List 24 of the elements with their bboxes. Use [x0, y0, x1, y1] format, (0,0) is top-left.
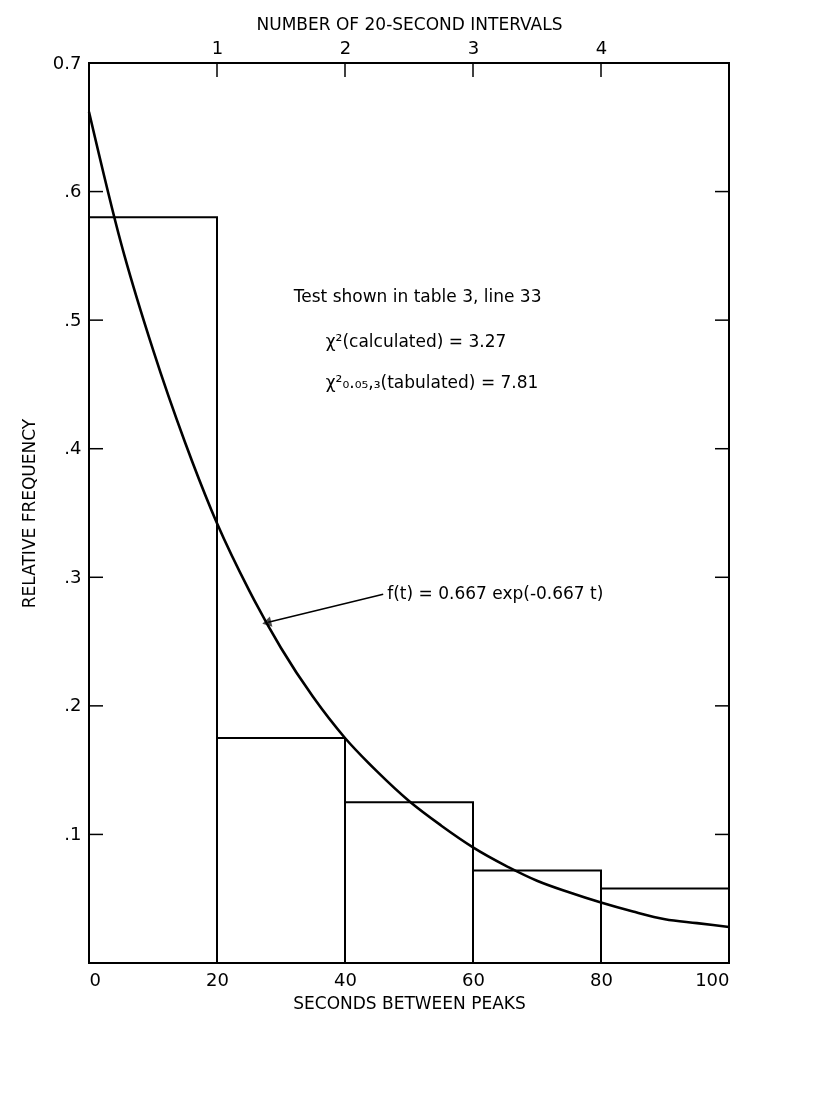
x-tick-label: 80	[590, 968, 613, 990]
y-tick-label: .4	[64, 437, 82, 459]
x2-tick-label: 3	[467, 36, 480, 58]
annotation: χ²(calculated) = 3.27	[325, 331, 507, 351]
y-tick-label: .6	[64, 180, 82, 202]
x-tick-label: 60	[462, 968, 485, 990]
x-tick-label: 100	[695, 968, 730, 990]
y-tick-label: .3	[64, 565, 82, 587]
x2-tick-label: 2	[339, 36, 352, 58]
y-axis-title: RELATIVE FREQUENCY	[18, 418, 39, 609]
y-tick-label: .2	[64, 694, 82, 716]
x-tick-label: 20	[206, 968, 229, 990]
x2-tick-label: 4	[595, 36, 608, 58]
x-tick-label: 40	[334, 968, 357, 990]
annotation: f(t) = 0.667 exp(-0.667 t)	[387, 583, 604, 604]
y-tick-label: .5	[64, 308, 82, 330]
annotation: χ²₀.₀₅,₃(tabulated) = 7.81	[325, 371, 539, 392]
annotation: Test shown in table 3, line 33	[292, 286, 542, 306]
y-tick-label: 0.7	[52, 51, 82, 73]
x-tick-label: 0	[89, 968, 101, 990]
y-tick-label: .1	[64, 822, 82, 844]
x2-tick-label: 1	[211, 36, 224, 58]
x-axis-title: SECONDS BETWEEN PEAKS	[293, 992, 526, 1013]
x2-axis-title: NUMBER OF 20-SECOND INTERVALS	[256, 13, 563, 34]
